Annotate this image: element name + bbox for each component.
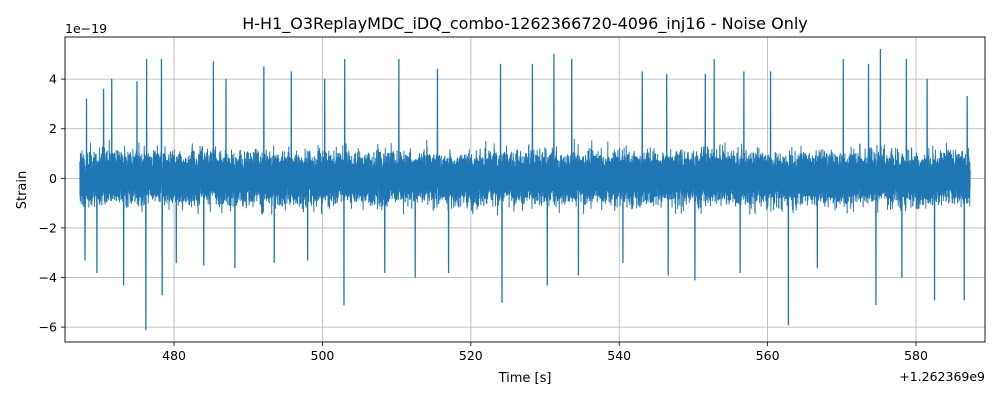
strain-series-line — [79, 48, 971, 331]
y-tick-label: 0 — [49, 171, 57, 186]
x-tick-label: 580 — [904, 348, 928, 363]
y-tick-label: 2 — [49, 121, 57, 136]
y-axis: −6 −4 −2 0 2 4 — [39, 72, 65, 335]
x-tick-label: 500 — [311, 348, 335, 363]
y-scale-multiplier: 1e−19 — [65, 21, 107, 36]
x-tick-label: 560 — [756, 348, 780, 363]
y-axis-label: Strain — [15, 171, 30, 210]
chart-title: H-H1_O3ReplayMDC_iDQ_combo-1262366720-40… — [242, 14, 808, 34]
x-tick-label: 480 — [162, 348, 186, 363]
y-tick-label: −4 — [39, 270, 57, 285]
x-axis: 480 500 520 540 560 580 — [162, 342, 928, 363]
x-tick-label: 540 — [607, 348, 631, 363]
x-axis-label: Time [s] — [498, 371, 552, 386]
axes-frame — [64, 36, 986, 343]
plot-area — [79, 48, 971, 331]
y-tick-label: 4 — [49, 72, 57, 87]
y-tick-label: −2 — [39, 220, 57, 235]
x-offset-label: +1.262369e9 — [899, 369, 985, 384]
y-tick-label: −6 — [39, 320, 57, 335]
x-tick-label: 520 — [459, 348, 483, 363]
